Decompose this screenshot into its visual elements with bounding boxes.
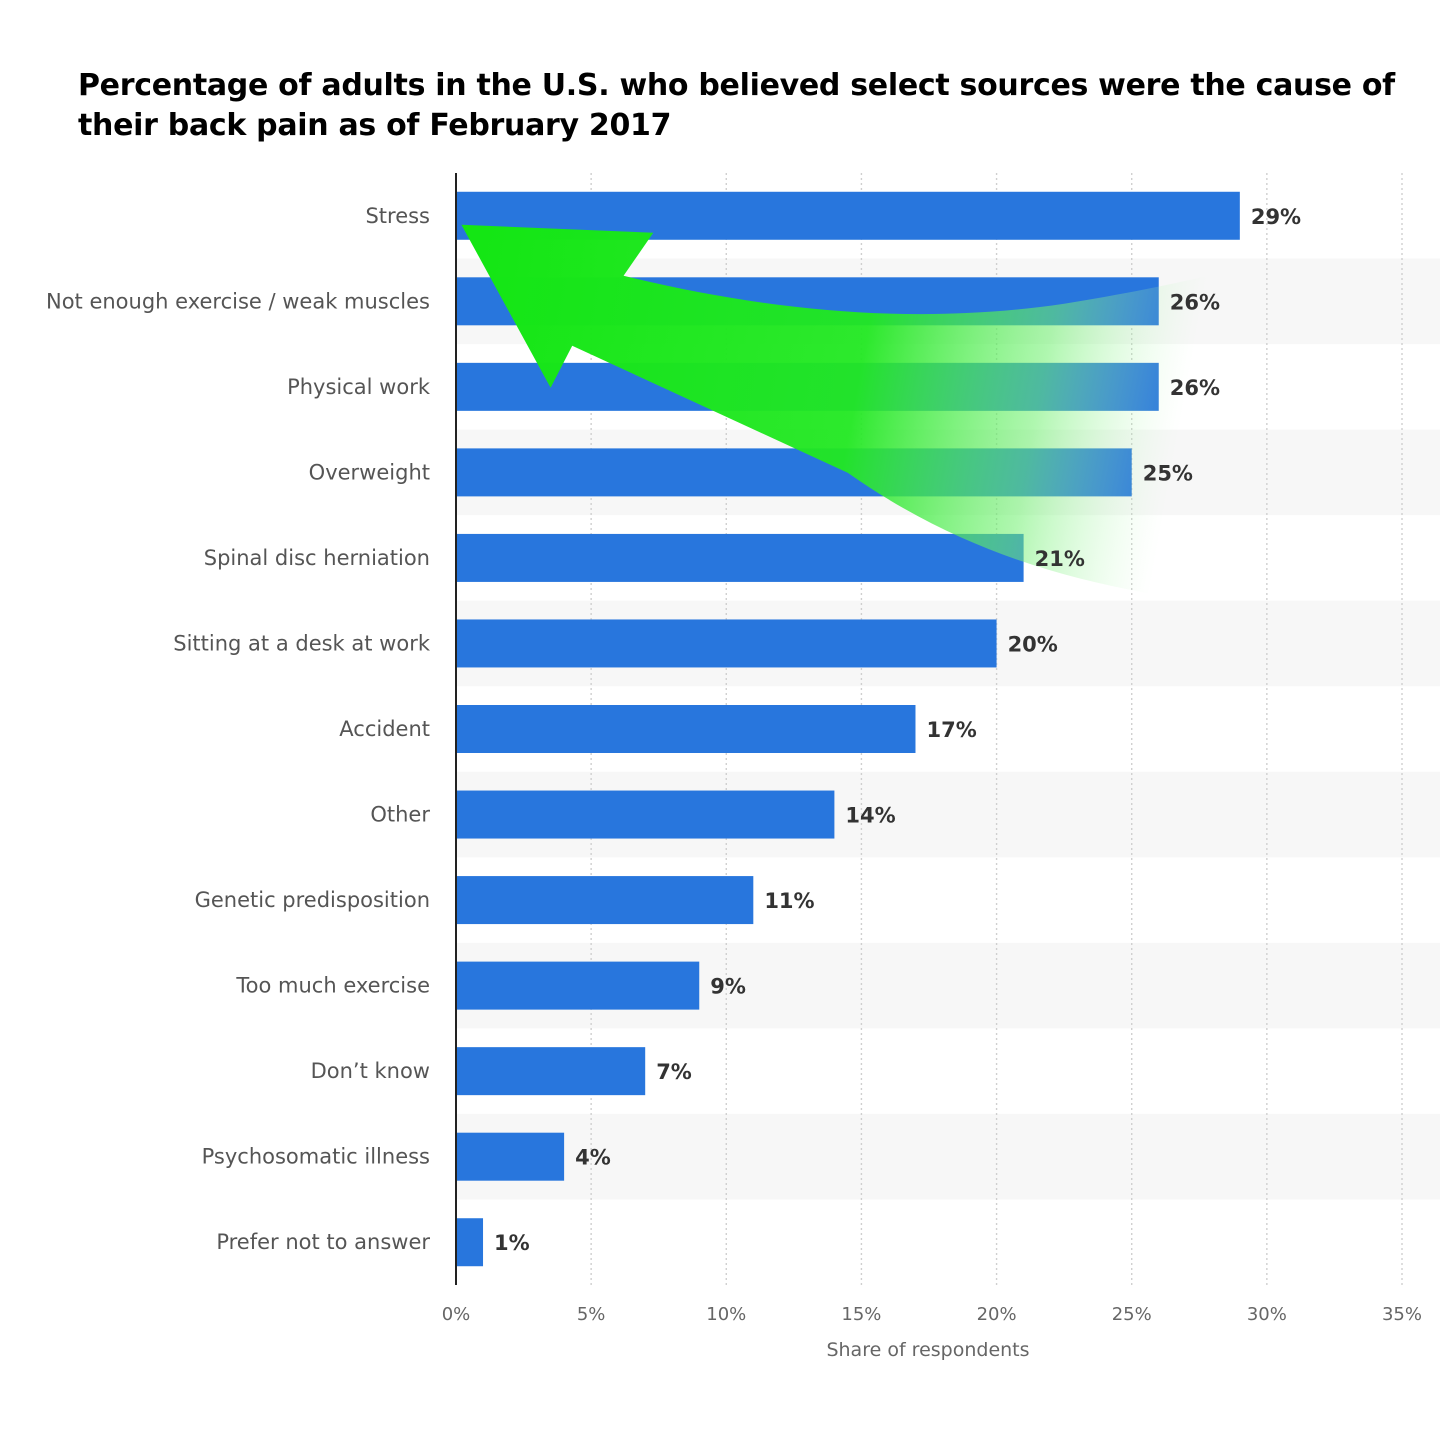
category-label: Other — [370, 803, 430, 827]
tick-label: 5% — [577, 1304, 606, 1325]
tick-label: 0% — [442, 1304, 471, 1325]
category-label: Overweight — [309, 460, 430, 484]
bar — [456, 790, 835, 839]
value-label: 26% — [1170, 376, 1220, 400]
bar — [456, 1218, 484, 1267]
category-label: Prefer not to answer — [216, 1230, 430, 1254]
bar — [456, 705, 916, 753]
category-label: Psychosomatic illness — [202, 1145, 430, 1169]
value-label: 1% — [494, 1231, 530, 1255]
value-label: 9% — [710, 975, 746, 999]
tick-label: 25% — [1112, 1304, 1152, 1325]
bar — [456, 1047, 646, 1096]
category-label: Not enough exercise / weak muscles — [46, 289, 430, 313]
x-axis-title: Share of respondents — [826, 1339, 1029, 1361]
value-label: 7% — [656, 1060, 692, 1084]
value-label: 25% — [1143, 461, 1193, 485]
value-label: 26% — [1170, 290, 1220, 314]
tick-label: 30% — [1247, 1304, 1287, 1325]
bar — [456, 876, 754, 925]
value-label: 11% — [764, 889, 814, 913]
value-labels: 29% 26% 26% 25% 21% 20% 17% 14% 11% 9% 7% 4% 1% — [494, 205, 1301, 1255]
category-label: Stress — [365, 204, 430, 228]
value-label: 20% — [1008, 632, 1058, 656]
bar — [456, 1132, 565, 1181]
tick-labels: 0% 5% 10% 15% 20% 25% 30% 35% — [442, 1304, 1422, 1325]
value-label: 14% — [845, 804, 895, 828]
category-label: Spinal disc herniation — [204, 546, 430, 570]
value-label: 17% — [926, 718, 976, 742]
row-band — [456, 1113, 1440, 1200]
category-label: Genetic predisposition — [195, 888, 430, 912]
value-label: 4% — [575, 1146, 611, 1170]
tick-label: 15% — [841, 1304, 881, 1325]
category-label: Sitting at a desk at work — [173, 631, 431, 655]
category-label: Don’t know — [311, 1059, 430, 1083]
chart-title: Percentage of adults in the U.S. who bel… — [78, 68, 1395, 143]
bar — [456, 961, 700, 1010]
category-labels: Stress Not enough exercise / weak muscles… — [46, 204, 431, 1254]
tick-label: 10% — [706, 1304, 746, 1325]
annotation-arrow — [461, 224, 1254, 608]
arrow-shape — [461, 224, 1254, 608]
value-label: 29% — [1251, 205, 1301, 229]
tick-label: 35% — [1382, 1304, 1422, 1325]
bar — [456, 533, 1024, 582]
category-label: Physical work — [287, 375, 431, 399]
tick-label: 20% — [977, 1304, 1017, 1325]
category-label: Accident — [339, 717, 430, 741]
bar — [456, 619, 997, 668]
value-label: 21% — [1035, 547, 1085, 571]
category-label: Too much exercise — [235, 974, 430, 998]
